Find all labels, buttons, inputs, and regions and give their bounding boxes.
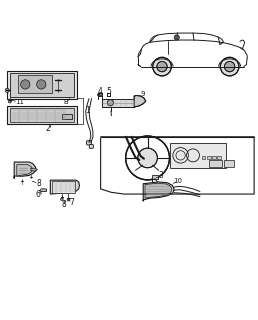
Circle shape — [153, 57, 171, 76]
Text: 5: 5 — [107, 87, 111, 96]
Circle shape — [61, 198, 63, 201]
Polygon shape — [14, 162, 36, 179]
Text: 11: 11 — [15, 99, 24, 105]
Circle shape — [100, 93, 102, 96]
Polygon shape — [145, 183, 172, 198]
Polygon shape — [102, 99, 134, 107]
Circle shape — [8, 100, 11, 103]
Bar — [212, 156, 216, 159]
Polygon shape — [89, 145, 93, 148]
Circle shape — [5, 88, 9, 92]
Circle shape — [107, 100, 114, 106]
Circle shape — [138, 148, 157, 168]
Bar — [207, 156, 211, 159]
Text: B: B — [63, 99, 68, 105]
Circle shape — [157, 61, 167, 72]
Bar — [170, 143, 226, 168]
Polygon shape — [62, 114, 72, 119]
Polygon shape — [40, 189, 46, 193]
Text: 10: 10 — [174, 178, 182, 184]
Polygon shape — [7, 106, 77, 124]
Circle shape — [21, 80, 30, 89]
Bar — [224, 160, 234, 167]
Circle shape — [126, 136, 170, 180]
Polygon shape — [50, 180, 79, 194]
Text: 7: 7 — [69, 198, 74, 207]
Text: 6: 6 — [36, 190, 41, 199]
Bar — [217, 156, 221, 159]
Polygon shape — [7, 71, 77, 99]
Polygon shape — [10, 108, 74, 122]
Text: 8: 8 — [36, 179, 41, 188]
Polygon shape — [134, 95, 146, 107]
Circle shape — [98, 93, 100, 96]
Text: 1: 1 — [85, 107, 90, 116]
Bar — [209, 160, 222, 167]
Circle shape — [67, 198, 70, 201]
Circle shape — [224, 61, 235, 72]
Polygon shape — [10, 73, 74, 97]
Circle shape — [37, 80, 46, 89]
Polygon shape — [86, 141, 92, 145]
Circle shape — [174, 35, 179, 40]
Polygon shape — [17, 165, 33, 176]
Text: 3: 3 — [158, 172, 163, 180]
Polygon shape — [31, 168, 37, 171]
Text: 9: 9 — [141, 91, 146, 97]
Text: 8: 8 — [62, 200, 66, 209]
Circle shape — [220, 57, 239, 76]
Polygon shape — [143, 182, 174, 201]
Text: 4: 4 — [98, 87, 102, 96]
Bar — [152, 175, 158, 179]
Bar — [202, 156, 205, 159]
Bar — [52, 181, 75, 193]
Text: 2: 2 — [45, 124, 50, 133]
Polygon shape — [18, 76, 52, 93]
